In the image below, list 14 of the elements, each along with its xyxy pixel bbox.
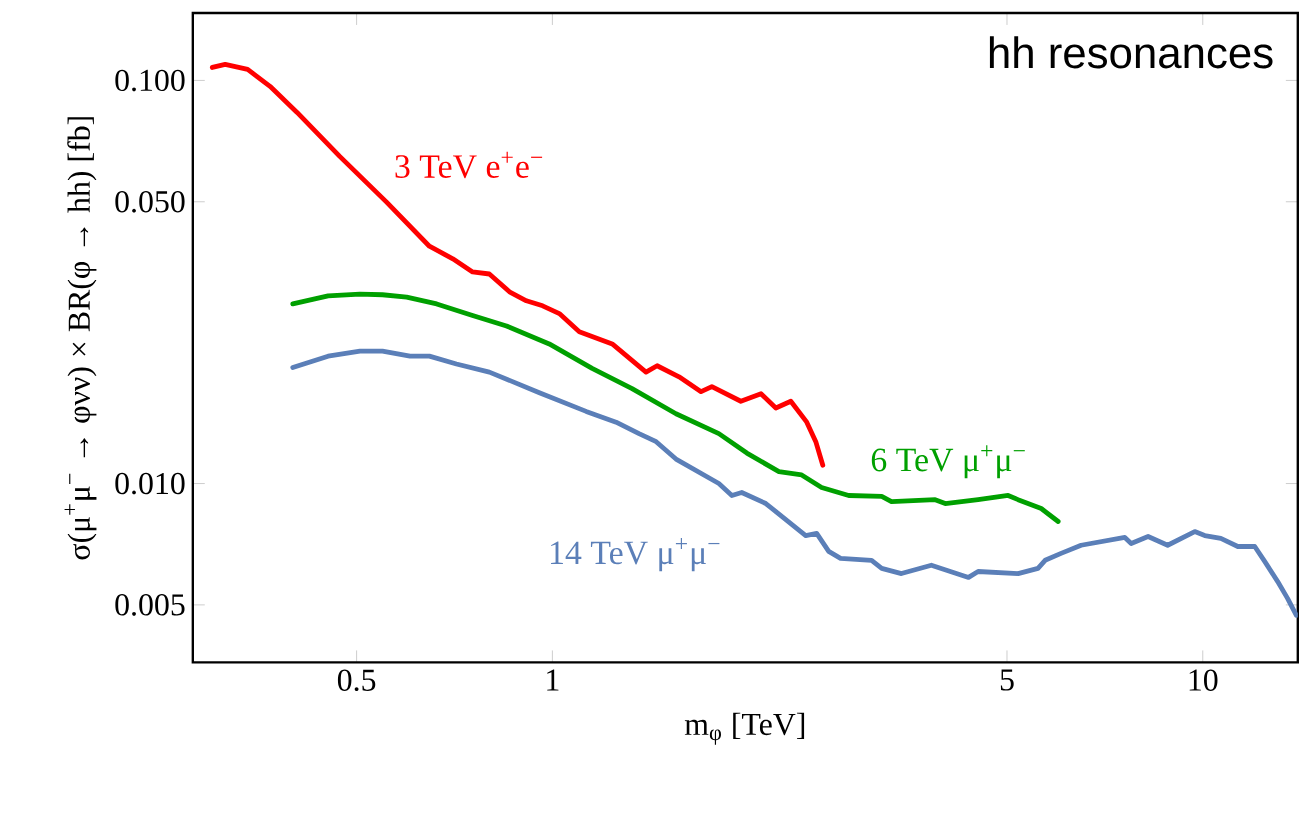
y-tick-label: 0.050 xyxy=(115,190,185,213)
x-tick-label: 5 xyxy=(1000,669,1014,691)
x-tick-label: 10 xyxy=(1189,669,1218,691)
y-axis-title: σ(μ$^{+}$μ$^{−}$ → φνν) × BR(φ → hh) [fb] xyxy=(64,117,97,560)
chart-title: hh resonances xyxy=(989,36,1273,69)
series-label: 3 TeV e$^{+}$e$^{−}$ xyxy=(395,151,543,179)
y-tick-label: 0.100 xyxy=(115,69,185,92)
x-tick-label: 1 xyxy=(547,669,559,691)
y-tick-label: 0.005 xyxy=(115,593,185,616)
x-axis-title: m$_{φ}$ [TeV] xyxy=(684,712,805,745)
series-label: 6 TeV μ$^{+}$μ$^{−}$ xyxy=(871,445,1025,479)
series-label: 14 TeV μ$^{+}$μ$^{−}$ xyxy=(551,537,720,572)
x-tick-label: 0.5 xyxy=(337,669,376,691)
y-tick-label: 0.010 xyxy=(115,472,185,495)
